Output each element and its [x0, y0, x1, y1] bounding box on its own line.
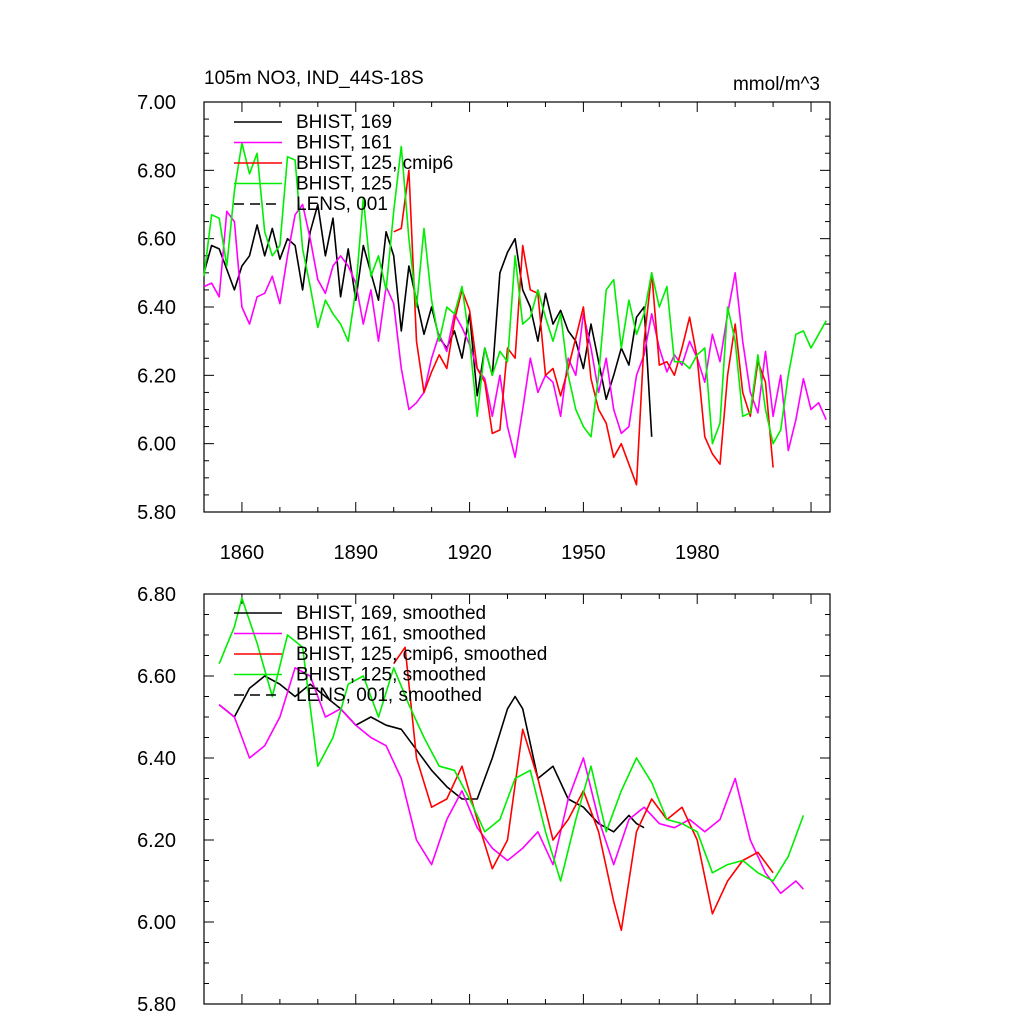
- bottom-panel: 5.80 6.00 6.20 6.40 6.60 6.80 BHIST, 169, smoo…: [137, 584, 831, 1016]
- series-line: [203, 203, 653, 437]
- y-tick-label: 6.20: [137, 365, 176, 387]
- series-line: [203, 142, 827, 445]
- y-tick-label: 5.80: [137, 994, 176, 1016]
- y-tick-label: 6.80: [137, 160, 176, 182]
- series-line: [218, 597, 805, 882]
- legend-label: BHIST, 161: [296, 133, 392, 154]
- y-tick-label: 6.60: [137, 229, 176, 251]
- series-line: [393, 169, 774, 486]
- legend-label: BHIST, 125, cmip6, smoothed: [296, 644, 547, 665]
- legend-label: BHIST, 125, cmip6: [296, 153, 453, 174]
- chart-title: 105m NO3, IND_44S-18S: [204, 68, 424, 89]
- legend-label: BHIST, 169, smoothed: [296, 603, 486, 624]
- x-tick-label: 1920: [447, 542, 492, 564]
- legend-label: BHIST, 125: [296, 174, 392, 195]
- legend-label: BHIST, 125, smoothed: [296, 665, 486, 686]
- units-label: mmol/m^3: [733, 74, 820, 95]
- series-line: [218, 667, 804, 895]
- y-tick-label: 6.00: [137, 912, 176, 934]
- x-tick-label: 1890: [334, 542, 379, 564]
- legend-label: BHIST, 161, smoothed: [296, 624, 486, 645]
- x-tick-label: 1860: [220, 542, 265, 564]
- x-tick-label: 1950: [561, 542, 606, 564]
- y-tick-label: 6.40: [137, 748, 176, 770]
- legend-label: BHIST, 169: [296, 112, 392, 133]
- series-line: [218, 675, 645, 833]
- top-panel: 5.80 6.00 6.20 6.40 6.60 6.80 7.00 1860 1890 1920…: [137, 68, 831, 564]
- legend-label: LENS, 001, smoothed: [296, 685, 482, 706]
- y-tick-label: 6.80: [137, 584, 176, 606]
- y-tick-label: 6.20: [137, 830, 176, 852]
- y-tick-label: 6.00: [137, 434, 176, 456]
- y-tick-label: 6.40: [137, 297, 176, 319]
- series-line: [203, 203, 827, 459]
- y-tick-label: 5.80: [137, 502, 176, 524]
- y-tick-label: 7.00: [137, 92, 176, 114]
- legend-label: LENS, 001: [296, 194, 388, 215]
- x-tick-label: 1980: [675, 542, 720, 564]
- y-tick-label: 6.60: [137, 666, 176, 688]
